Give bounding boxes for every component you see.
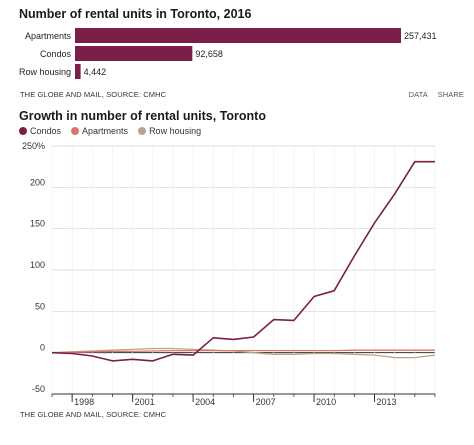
x-tick-label: 2010 (316, 397, 336, 407)
bar-value-label-condos: 92,658 (195, 49, 223, 59)
series-line-apartments (51, 349, 435, 354)
line-chart-title: Growth in number of rental units, Toront… (19, 109, 266, 123)
legend: Condos Apartments Row housing (19, 126, 201, 136)
source-text: THE GLOBE AND MAIL, SOURCE: CMHC (20, 410, 167, 419)
bar-category-label-row-housing: Row housing (19, 67, 71, 77)
y-tick-label: 100 (30, 260, 45, 270)
bar-value-label-apartments: 257,431 (404, 31, 437, 41)
legend-item-apartments: Apartments (71, 126, 128, 136)
bar-chart: Apartments 257,431 Condos 92,658 Row housing… (19, 28, 437, 79)
x-tick-label: 2013 (377, 397, 397, 407)
series-line-condos (51, 160, 435, 362)
legend-label-apartments: Apartments (82, 126, 129, 136)
bar-apartments (75, 28, 401, 43)
legend-item-condos: Condos (19, 126, 61, 136)
legend-swatch-row-housing (138, 127, 147, 135)
bar-category-label-condos: Condos (40, 49, 72, 59)
bar-category-label-apartments: Apartments (25, 31, 72, 41)
bar-row-housing (75, 64, 81, 79)
y-tick-label: 200 (30, 177, 45, 187)
y-tick-label: 0 (40, 343, 45, 353)
bar-value-label-row-housing: 4,442 (84, 67, 107, 77)
data-link[interactable]: DATA (408, 90, 428, 99)
y-tick-label: -50 (32, 384, 45, 394)
legend-swatch-apartments (71, 127, 80, 135)
y-tick-label: 50 (35, 301, 45, 311)
legend-swatch-condos (19, 127, 27, 135)
series-line-row-housing (51, 347, 436, 359)
bar-chart-footer: THE GLOBE AND MAIL, SOURCE: CMHC DATA SH… (20, 90, 464, 99)
share-link[interactable]: SHARE (437, 90, 464, 99)
bar-chart-title: Number of rental units in Toronto, 2016 (19, 7, 252, 21)
x-tick-label: 2001 (135, 397, 155, 407)
source-text: THE GLOBE AND MAIL, SOURCE: CMHC (20, 90, 167, 99)
legend-item-row-housing: Row housing (138, 126, 201, 136)
legend-label-row-housing: Row housing (149, 126, 202, 136)
bar-condos (75, 46, 193, 61)
line-chart-footer: THE GLOBE AND MAIL, SOURCE: CMHC (20, 410, 464, 419)
line-chart: -50 0 50 100 150 200 250% 1998 2001 2004 2007 2010 2… (22, 141, 436, 407)
x-tick-label: 2007 (256, 397, 276, 407)
legend-label-condos: Condos (30, 126, 62, 136)
x-tick-label: 2004 (195, 397, 215, 407)
y-tick-label: 250% (22, 141, 45, 151)
x-tick-label: 1998 (74, 397, 94, 407)
y-tick-label: 150 (30, 219, 45, 229)
